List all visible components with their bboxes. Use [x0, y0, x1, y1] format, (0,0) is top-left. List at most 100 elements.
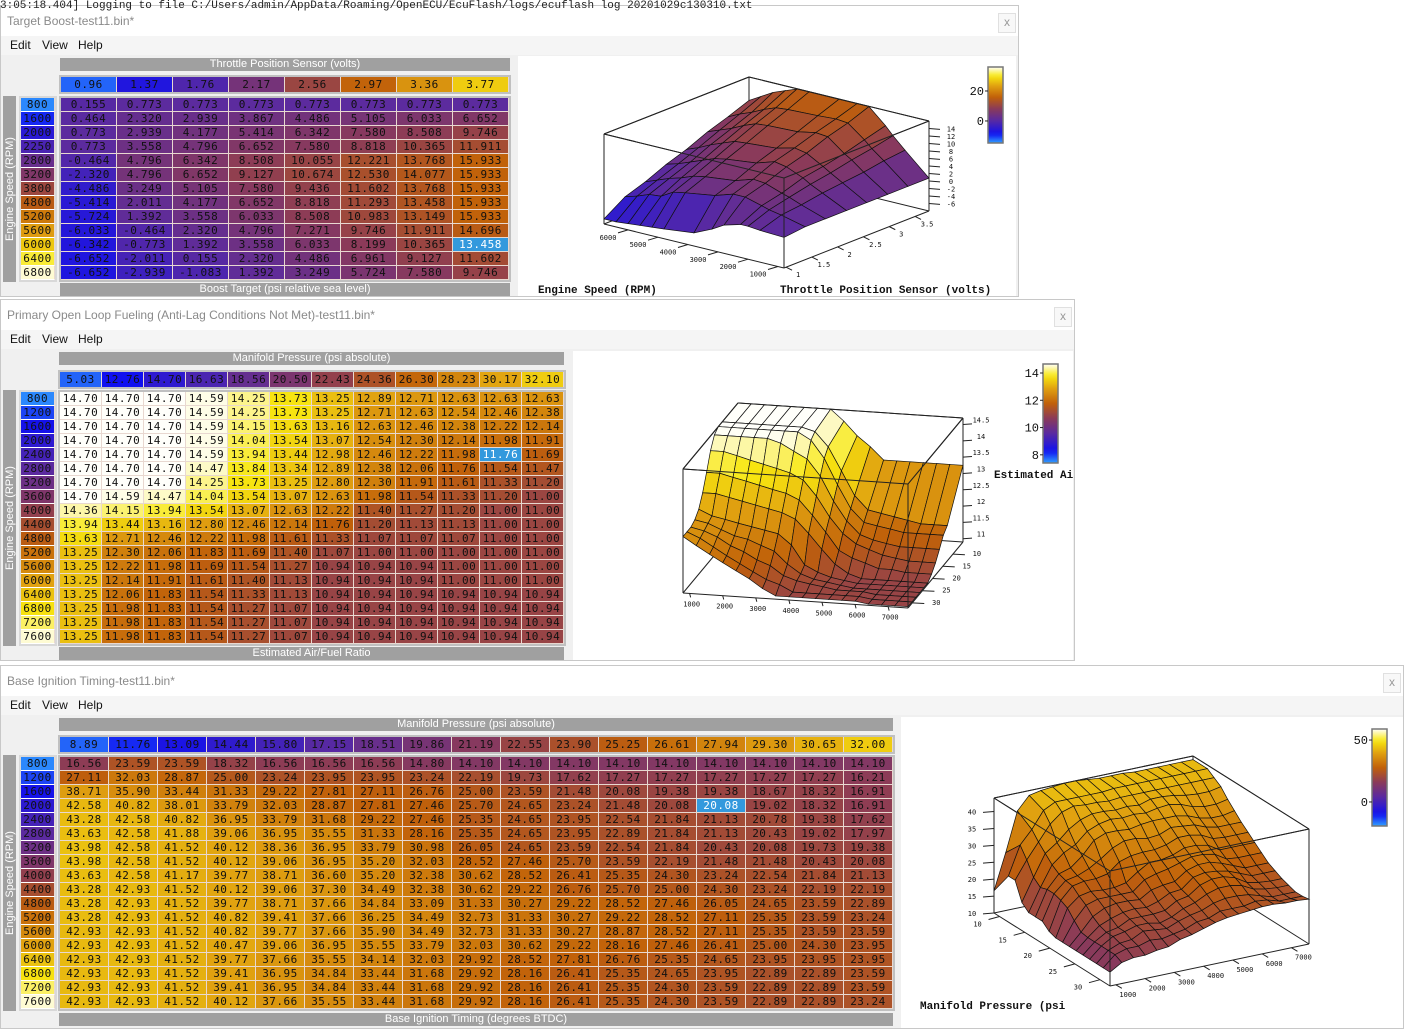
table-cell[interactable]: 6.652 — [453, 112, 509, 126]
table-cell[interactable]: 21.48 — [746, 855, 795, 869]
table-cell[interactable]: 42.93 — [109, 883, 158, 897]
table-cell[interactable]: 24.65 — [501, 827, 550, 841]
table-cell[interactable]: 31.33 — [501, 925, 550, 939]
table-cell[interactable]: 9.746 — [341, 224, 397, 238]
table-cell[interactable]: 11.98 — [102, 630, 144, 644]
table-cell[interactable]: 11.00 — [522, 518, 564, 532]
table-cell[interactable]: -6.033 — [61, 224, 117, 238]
table-cell[interactable]: 12.46 — [228, 518, 270, 532]
table-cell[interactable]: 40.82 — [158, 813, 207, 827]
table-cell[interactable]: 14.04 — [228, 434, 270, 448]
table-cell[interactable]: 36.95 — [305, 939, 354, 953]
column-axis-cell[interactable]: 3.77 — [453, 77, 509, 92]
table-cell[interactable]: 11.33 — [312, 532, 354, 546]
table-cell[interactable]: 20.43 — [697, 841, 746, 855]
table-cell[interactable]: 9.127 — [229, 168, 285, 182]
table-cell[interactable]: 32.03 — [109, 771, 158, 785]
table-cell[interactable]: 10.94 — [480, 630, 522, 644]
row-axis-cell[interactable]: 800 — [21, 392, 55, 406]
table-cell[interactable]: 25.35 — [599, 981, 648, 995]
table-cell[interactable]: 17.62 — [550, 771, 599, 785]
row-axis-cell[interactable]: 2250 — [21, 140, 55, 154]
table-cell[interactable]: 32.38 — [403, 883, 452, 897]
table-cell[interactable]: 36.25 — [354, 911, 403, 925]
table-cell[interactable]: 3.558 — [117, 140, 173, 154]
table-cell[interactable]: 0.773 — [61, 126, 117, 140]
table-cell[interactable]: 37.66 — [305, 897, 354, 911]
table-cell[interactable]: 33.79 — [403, 939, 452, 953]
table-cell[interactable]: 4.177 — [173, 126, 229, 140]
table-cell[interactable]: 22.89 — [599, 827, 648, 841]
table-cell[interactable]: 30.27 — [550, 925, 599, 939]
table-cell[interactable]: 9.746 — [453, 266, 509, 280]
table-cell[interactable]: 42.93 — [109, 939, 158, 953]
table-cell[interactable]: 34.84 — [305, 981, 354, 995]
table-cell[interactable]: 13.25 — [60, 588, 102, 602]
table-cell[interactable]: 23.59 — [795, 925, 844, 939]
table-cell[interactable]: 2.011 — [117, 196, 173, 210]
column-axis-cell[interactable]: 5.03 — [60, 372, 102, 387]
row-axis-cell[interactable]: 2800 — [21, 154, 55, 168]
table-cell[interactable]: 28.87 — [599, 925, 648, 939]
table-cell[interactable]: 13.54 — [228, 490, 270, 504]
table-cell[interactable]: 11.07 — [396, 532, 438, 546]
table-cell[interactable]: 11.27 — [228, 602, 270, 616]
table-cell[interactable]: 13.25 — [60, 574, 102, 588]
table-cell[interactable]: 36.95 — [256, 967, 305, 981]
table-cell[interactable]: 11.61 — [270, 532, 312, 546]
menu-edit[interactable]: Edit — [10, 332, 31, 346]
table-cell[interactable]: 14.70 — [102, 448, 144, 462]
table-cell[interactable]: 29.22 — [354, 813, 403, 827]
table-cell[interactable]: 23.59 — [697, 981, 746, 995]
row-axis-cell[interactable]: 3200 — [21, 168, 55, 182]
table-cell[interactable]: 42.93 — [60, 925, 109, 939]
table-cell[interactable]: 14.70 — [144, 420, 186, 434]
table-cell[interactable]: 26.41 — [550, 869, 599, 883]
table-cell[interactable]: 11.40 — [354, 504, 396, 518]
table-cell[interactable]: 34.84 — [354, 897, 403, 911]
table-cell[interactable]: -5.414 — [61, 196, 117, 210]
table-cell[interactable]: -2.011 — [117, 252, 173, 266]
table-cell[interactable]: 13.34 — [270, 462, 312, 476]
table-cell[interactable]: 23.95 — [305, 771, 354, 785]
table-cell[interactable]: 11.40 — [270, 546, 312, 560]
table-cell[interactable]: 0.773 — [397, 98, 453, 112]
table-cell[interactable]: 0.773 — [117, 98, 173, 112]
table-cell[interactable]: 10.94 — [438, 630, 480, 644]
row-axis-cell[interactable]: 2400 — [21, 448, 55, 462]
table-cell[interactable]: 14.59 — [102, 490, 144, 504]
row-axis-cell[interactable]: 4400 — [21, 883, 55, 897]
table-cell[interactable]: 36.95 — [305, 841, 354, 855]
table-cell[interactable]: 42.93 — [109, 911, 158, 925]
table-cell[interactable]: 13.25 — [270, 476, 312, 490]
table-cell[interactable]: 38.71 — [60, 785, 109, 799]
table-cell[interactable]: 10.94 — [354, 560, 396, 574]
table-cell[interactable]: 0.773 — [229, 98, 285, 112]
table-cell[interactable]: 11.54 — [228, 560, 270, 574]
table-cell[interactable]: 11.00 — [396, 546, 438, 560]
table-cell[interactable]: 22.54 — [599, 841, 648, 855]
table-cell[interactable]: 33.44 — [158, 785, 207, 799]
table-cell[interactable]: 6.033 — [397, 112, 453, 126]
table-cell[interactable]: 27.46 — [403, 813, 452, 827]
table-cell[interactable]: 14.10 — [599, 757, 648, 771]
table-cell[interactable]: 14.15 — [228, 420, 270, 434]
row-axis-cell[interactable]: 800 — [21, 98, 55, 112]
table-cell[interactable]: 13.768 — [397, 182, 453, 196]
row-axis-cell[interactable]: 3800 — [21, 182, 55, 196]
column-axis-cell[interactable]: 29.30 — [746, 737, 795, 752]
table-cell[interactable]: 11.54 — [186, 616, 228, 630]
table-cell[interactable]: 43.98 — [60, 855, 109, 869]
column-axis-cell[interactable]: 0.96 — [61, 77, 117, 92]
table-cell[interactable]: 24.30 — [795, 939, 844, 953]
table-cell[interactable]: 10.94 — [354, 602, 396, 616]
table-cell[interactable]: 11.98 — [354, 490, 396, 504]
table-cell[interactable]: -2.939 — [117, 266, 173, 280]
table-cell[interactable]: 28.52 — [648, 925, 697, 939]
table-cell[interactable]: 7.580 — [285, 140, 341, 154]
table-cell[interactable]: -5.724 — [61, 210, 117, 224]
close-button[interactable]: x — [1383, 673, 1401, 693]
table-cell[interactable]: 2.320 — [173, 224, 229, 238]
table-cell[interactable]: 6.652 — [173, 168, 229, 182]
column-axis-cell[interactable]: 2.17 — [229, 77, 285, 92]
